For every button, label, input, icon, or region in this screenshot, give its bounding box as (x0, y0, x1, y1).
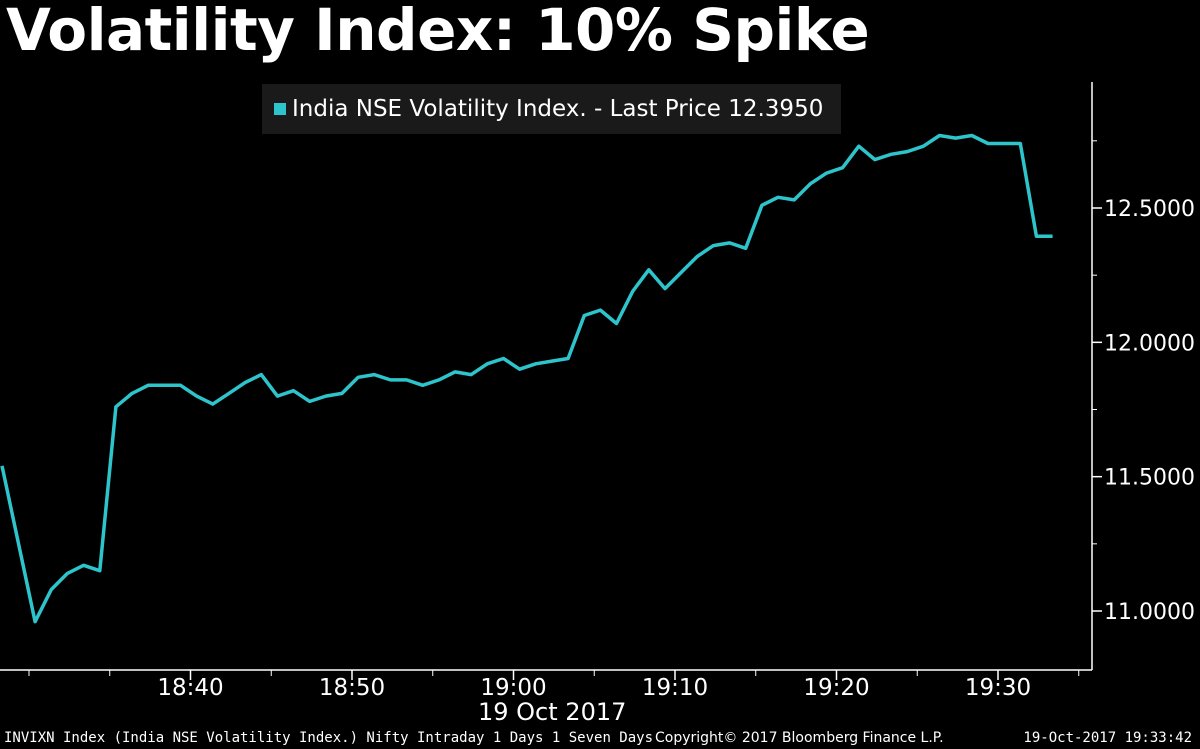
x-tick-label: 19:20 (803, 675, 869, 701)
x-tick-label: 19:30 (965, 675, 1031, 701)
y-tick-label: 12.0000 (1104, 331, 1195, 356)
series-line (0, 133, 1053, 624)
x-axis-date-label: 19 Oct 2017 (478, 698, 627, 726)
x-tick-label: 19:00 (480, 675, 546, 701)
legend: India NSE Volatility Index. - Last Price… (262, 84, 842, 134)
x-tick-label: 18:50 (319, 675, 385, 701)
legend-label: India NSE Volatility Index. - Last Price… (292, 96, 824, 122)
y-tick-label: 11.5000 (1104, 466, 1195, 491)
footer-index-description: INVIXN Index (India NSE Volatility Index… (4, 730, 654, 746)
y-tick-label: 12.5000 (1104, 197, 1195, 222)
legend-swatch (274, 103, 286, 115)
chart-title: Volatility Index: 10% Spike (6, 0, 870, 64)
y-tick-label: 11.0000 (1104, 600, 1195, 625)
footer-timestamp: 19-Oct-2017 19:33:42 (1023, 730, 1192, 746)
footer-copyright: Copyright© 2017 Bloomberg Finance L.P. (655, 730, 944, 746)
x-tick-label: 18:40 (157, 675, 223, 701)
x-tick-label: 19:10 (642, 675, 708, 701)
